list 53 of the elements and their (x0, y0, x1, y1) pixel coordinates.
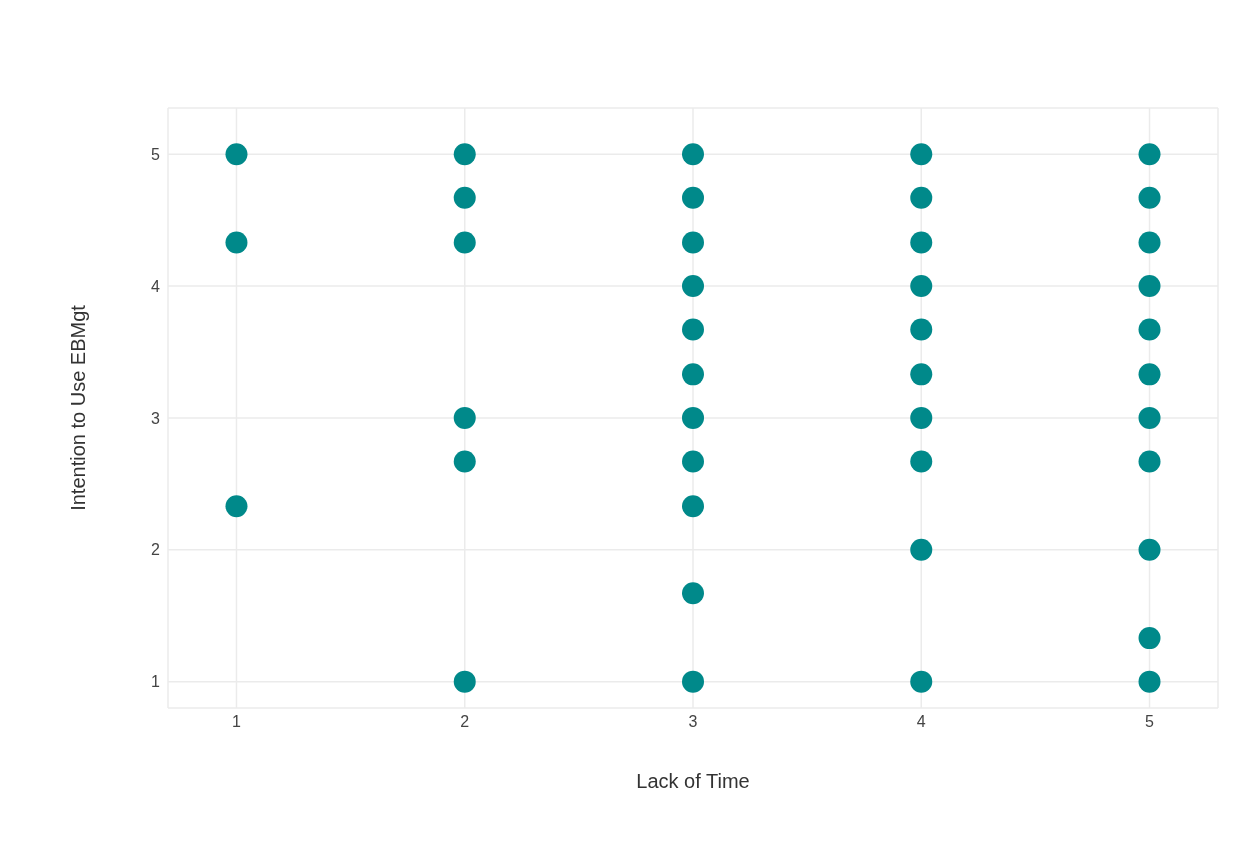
point (682, 143, 704, 166)
point (910, 538, 933, 561)
point (225, 495, 248, 518)
x-tick-label: 1 (232, 713, 242, 731)
x-axis-title: Lack of Time (636, 770, 750, 792)
x-tick-label: 2 (460, 713, 470, 731)
point (1138, 538, 1161, 561)
y-tick-label: 1 (151, 673, 161, 691)
point (910, 186, 933, 209)
point (682, 670, 704, 693)
point (453, 450, 476, 473)
point (682, 318, 704, 341)
point (682, 406, 704, 429)
y-axis-title: Intention to Use EBMgt (67, 304, 90, 511)
point (1138, 186, 1161, 209)
point (1138, 318, 1161, 341)
y-tick-label: 4 (151, 277, 161, 295)
y-tick-label: 5 (151, 145, 161, 163)
point (1138, 275, 1161, 298)
point (1138, 627, 1161, 650)
point (682, 231, 704, 254)
point (910, 231, 933, 254)
point (1138, 406, 1161, 429)
point (910, 406, 933, 429)
y-tick-label: 2 (151, 541, 161, 559)
point (910, 318, 933, 341)
point (225, 231, 248, 254)
point (225, 143, 248, 166)
point (453, 231, 476, 254)
point (453, 670, 476, 693)
point (453, 186, 476, 209)
point (1138, 450, 1161, 473)
point (453, 143, 476, 166)
point (910, 363, 933, 386)
point (1138, 363, 1161, 386)
point (910, 670, 933, 693)
point (682, 495, 704, 518)
point (910, 450, 933, 473)
x-tick-label: 5 (1145, 713, 1155, 731)
point (682, 186, 704, 209)
point (1138, 231, 1161, 254)
y-tick-label: 3 (151, 409, 161, 427)
point (1138, 143, 1161, 166)
point (682, 582, 704, 605)
point (682, 363, 704, 386)
point (453, 406, 476, 429)
x-tick-label: 4 (916, 713, 926, 731)
point (682, 275, 704, 298)
point (1138, 670, 1161, 693)
point (910, 143, 933, 166)
point (910, 275, 933, 298)
x-tick-label: 3 (688, 713, 698, 731)
point (682, 450, 704, 473)
